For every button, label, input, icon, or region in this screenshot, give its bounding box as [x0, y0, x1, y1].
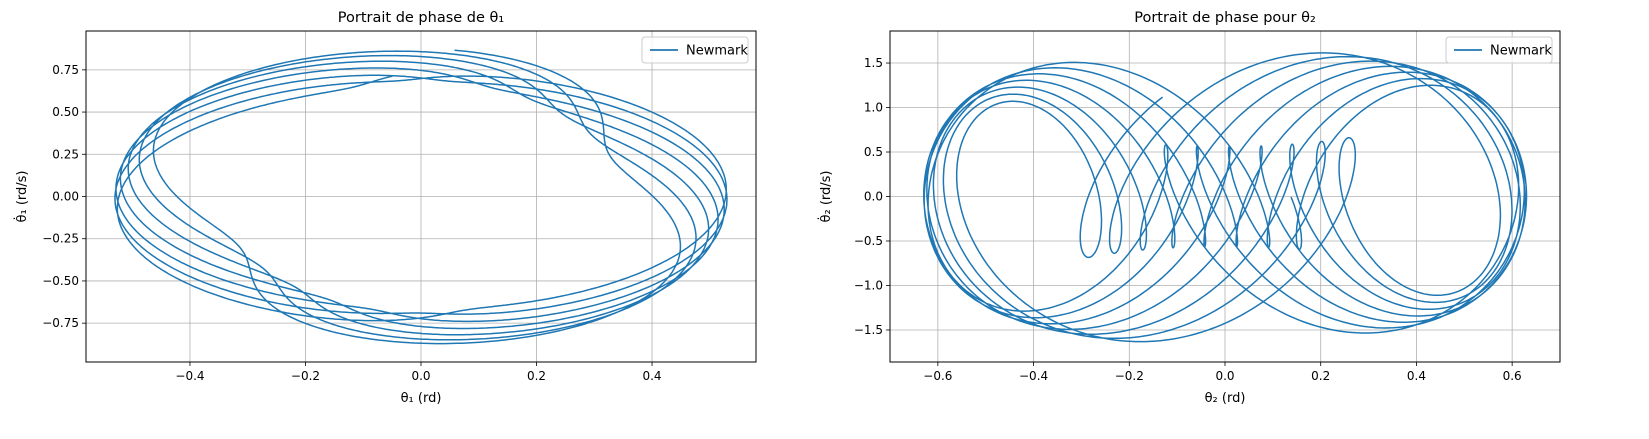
y-ticks: −0.75 −0.50 −0.25 0.00 0.25 0.50 0.75 — [42, 63, 86, 330]
x-tick-label: 0.4 — [642, 369, 661, 383]
grid-lines — [890, 31, 1560, 362]
x-axis-label: θ₁ (rd) — [401, 391, 442, 406]
series-line-newmark — [923, 52, 1528, 343]
y-axis-label: θ̇₂ (rd/s) — [818, 171, 834, 223]
x-tick-label: 0.0 — [411, 369, 430, 383]
x-tick-label: −0.6 — [923, 369, 952, 383]
y-tick-label: −0.25 — [42, 232, 79, 246]
chart-title: Portrait de phase de θ₁ — [338, 10, 505, 26]
phase-portrait-theta1-chart: −0.4 −0.2 0.0 0.2 0.4 −0.75 −0.50 −0.25 0.00 0.2… — [14, 10, 757, 406]
y-tick-label: 0.0 — [864, 190, 883, 204]
x-tick-label: −0.4 — [175, 369, 204, 383]
y-tick-label: 0.00 — [52, 190, 79, 204]
x-tick-label: 0.4 — [1407, 369, 1426, 383]
x-axis-label: θ₂ (rd) — [1205, 391, 1246, 406]
y-tick-label: −0.5 — [854, 234, 883, 248]
series-curves — [923, 52, 1528, 343]
x-tick-label: 0.6 — [1503, 369, 1522, 383]
x-ticks: −0.6 −0.4 −0.2 0.0 0.2 0.4 0.6 — [923, 362, 1522, 383]
chart-title: Portrait de phase pour θ₂ — [1134, 10, 1316, 26]
legend-box — [1445, 36, 1553, 64]
legend: Newmark — [1445, 36, 1553, 64]
legend-label-newmark: Newmark — [1490, 44, 1552, 59]
series-curves — [114, 49, 728, 345]
legend-box — [641, 36, 749, 64]
y-tick-label: 0.25 — [52, 147, 79, 161]
x-tick-label: 0.0 — [1215, 369, 1234, 383]
y-axis-label: θ̇₁ (rd/s) — [14, 171, 30, 223]
legend-label-newmark: Newmark — [686, 44, 748, 59]
x-tick-label: 0.2 — [527, 369, 546, 383]
x-tick-label: −0.2 — [1115, 369, 1144, 383]
y-tick-label: 1.0 — [864, 101, 883, 115]
y-tick-label: −0.50 — [42, 274, 79, 288]
y-tick-label: −1.0 — [854, 278, 883, 292]
y-tick-label: −1.5 — [854, 323, 883, 337]
y-tick-label: 0.5 — [864, 145, 883, 159]
x-tick-label: −0.4 — [1019, 369, 1048, 383]
x-tick-label: −0.2 — [291, 369, 320, 383]
legend: Newmark — [641, 36, 749, 64]
y-tick-label: 1.5 — [864, 56, 883, 70]
x-tick-label: 0.2 — [1311, 369, 1330, 383]
y-tick-label: −0.75 — [42, 316, 79, 330]
series-line-newmark — [114, 49, 728, 345]
y-ticks: −1.5 −1.0 −0.5 0.0 0.5 1.0 1.5 — [854, 56, 890, 337]
y-tick-label: 0.75 — [52, 63, 79, 77]
phase-portrait-theta2-chart: −0.6 −0.4 −0.2 0.0 0.2 0.4 0.6 −1.5 −1.0 −0.5 0.0… — [818, 10, 1561, 406]
y-tick-label: 0.50 — [52, 105, 79, 119]
x-ticks: −0.4 −0.2 0.0 0.2 0.4 — [175, 362, 662, 383]
